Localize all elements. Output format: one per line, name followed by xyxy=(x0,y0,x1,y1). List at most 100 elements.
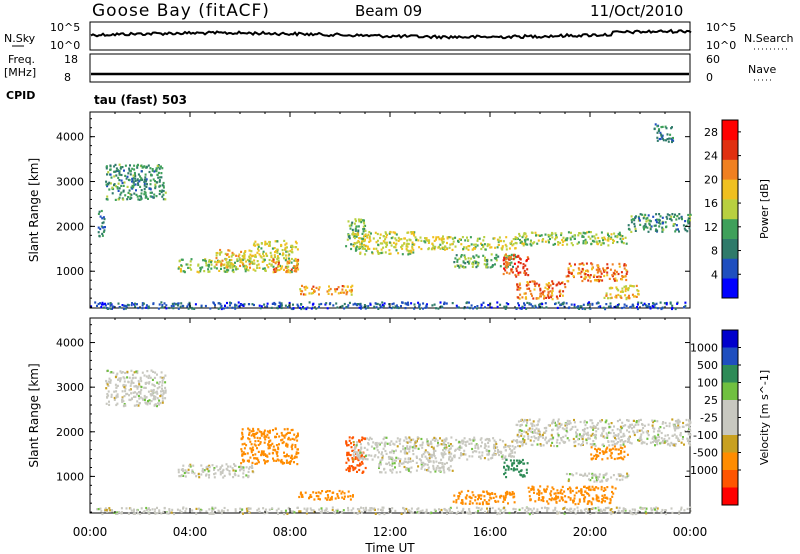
data-cell xyxy=(359,246,362,249)
data-cell xyxy=(250,434,253,437)
data-cell xyxy=(341,490,344,493)
data-cell xyxy=(226,301,228,305)
data-cell xyxy=(589,280,592,283)
data-cell xyxy=(144,176,147,179)
data-cell xyxy=(395,239,398,242)
data-cell xyxy=(231,266,234,269)
data-cell xyxy=(360,243,363,246)
data-cell xyxy=(555,441,558,444)
data-cell xyxy=(378,465,381,468)
data-cell xyxy=(631,285,634,288)
data-cell xyxy=(543,295,546,298)
data-cell xyxy=(291,457,294,460)
data-cell xyxy=(582,435,585,438)
data-cell xyxy=(575,432,578,436)
data-cell xyxy=(355,248,358,251)
data-cell xyxy=(506,445,509,448)
data-cell xyxy=(349,498,352,501)
data-cell xyxy=(258,266,261,269)
data-cell xyxy=(355,303,358,306)
data-cell xyxy=(561,492,564,495)
data-cell xyxy=(630,512,633,515)
data-cell xyxy=(139,376,142,379)
data-cell xyxy=(208,270,211,273)
data-cell xyxy=(364,238,366,241)
data-cell xyxy=(440,239,443,242)
data-cell xyxy=(519,286,522,290)
data-cell xyxy=(432,468,435,471)
data-cell xyxy=(517,302,520,305)
data-region xyxy=(240,427,300,466)
data-cell xyxy=(496,446,499,449)
data-cell xyxy=(312,285,315,288)
data-cell xyxy=(582,429,585,432)
data-cell xyxy=(373,455,376,458)
data-cell xyxy=(584,307,587,311)
data-cell xyxy=(343,497,346,500)
data-cell xyxy=(526,301,529,304)
data-cell xyxy=(143,193,146,196)
data-cell xyxy=(161,401,164,404)
data-cell xyxy=(388,507,391,510)
data-cell xyxy=(673,444,676,447)
data-cell xyxy=(533,429,536,432)
data-cell xyxy=(684,229,687,232)
data-cell xyxy=(216,251,219,255)
data-cell xyxy=(576,428,579,431)
data-cell xyxy=(616,420,619,423)
data-cell xyxy=(587,492,590,495)
data-cell xyxy=(613,232,616,235)
data-cell xyxy=(585,439,588,442)
data-cell xyxy=(524,273,527,276)
data-cell xyxy=(106,307,109,310)
data-cell xyxy=(143,394,146,398)
data-cell xyxy=(347,220,350,223)
data-cell xyxy=(119,166,122,169)
data-cell xyxy=(523,306,526,309)
data-cell xyxy=(618,457,621,460)
data-cell xyxy=(607,422,610,426)
data-cell xyxy=(204,304,207,308)
data-cell xyxy=(416,508,419,511)
data-cell xyxy=(539,234,542,237)
data-cell xyxy=(364,307,367,310)
data-cell xyxy=(516,464,519,468)
data-cell xyxy=(512,265,514,268)
data-cell xyxy=(378,451,380,454)
data-cell xyxy=(440,508,443,512)
data-cell xyxy=(441,511,444,514)
data-cell xyxy=(140,195,142,198)
data-cell xyxy=(416,511,419,514)
data-cell xyxy=(662,439,664,442)
data-cell xyxy=(511,462,514,465)
data-cell xyxy=(285,257,288,260)
data-cell xyxy=(589,425,592,428)
data-cell xyxy=(481,451,484,454)
data-cell xyxy=(516,237,519,240)
data-cell xyxy=(160,176,163,179)
data-cell xyxy=(497,449,499,452)
data-cell xyxy=(645,442,648,446)
data-cell xyxy=(136,164,139,167)
data-cell xyxy=(451,243,454,246)
data-cell xyxy=(651,419,654,422)
data-cell xyxy=(569,491,572,494)
data-cell xyxy=(119,377,122,380)
data-cell xyxy=(117,176,120,179)
data-cell xyxy=(281,441,284,445)
data-cell xyxy=(326,290,329,293)
data-cell xyxy=(504,468,507,471)
data-cell xyxy=(653,439,656,442)
data-cell xyxy=(516,433,519,436)
data-cell xyxy=(272,260,275,263)
data-cell xyxy=(433,303,436,306)
data-cell xyxy=(292,303,294,306)
data-cell xyxy=(253,433,256,436)
data-cell xyxy=(299,306,302,309)
data-cell xyxy=(584,424,587,427)
data-cell xyxy=(359,237,362,240)
data-cell xyxy=(428,456,431,460)
data-cell xyxy=(581,493,584,496)
data-cell xyxy=(161,381,164,384)
data-cell xyxy=(442,465,445,468)
